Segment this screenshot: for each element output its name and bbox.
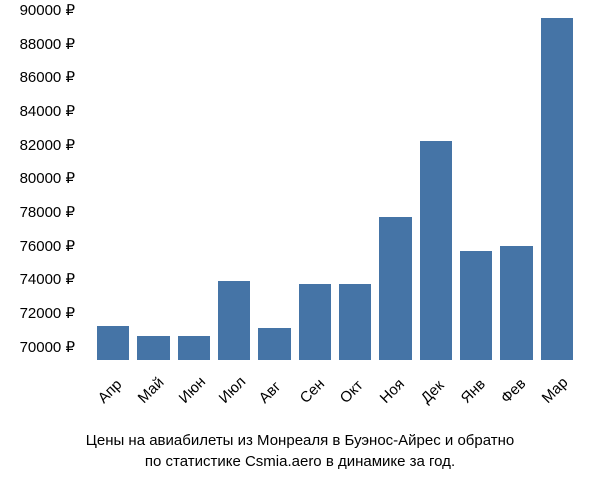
chart-caption: Цены на авиабилеты из Монреаля в Буэнос-… [0,430,600,472]
bar [339,284,371,360]
bar [218,281,250,360]
x-axis: АпрМайИюнИюлАвгСенОктНояДекЯнвФевМар [85,365,585,425]
bar [97,326,129,360]
bars-group [85,10,585,360]
y-tick-label: 74000 ₽ [20,270,75,288]
bar [420,141,452,360]
y-axis: 70000 ₽ 72000 ₽ 74000 ₽ 76000 ₽ 78000 ₽ 80000… [0,10,80,410]
bar [460,251,492,360]
y-tick-label: 90000 ₽ [20,1,75,19]
y-tick-label: 86000 ₽ [20,68,75,86]
y-tick-label: 84000 ₽ [20,102,75,120]
y-tick-label: 82000 ₽ [20,136,75,154]
caption-line-1: Цены на авиабилеты из Монреаля в Буэнос-… [0,430,600,451]
bar [178,336,210,360]
y-tick-label: 78000 ₽ [20,203,75,221]
bar [299,284,331,360]
y-tick-label: 70000 ₽ [20,338,75,356]
plot-area [85,10,585,360]
bar [500,246,532,360]
bar [137,336,169,360]
y-tick-label: 80000 ₽ [20,169,75,187]
bar [541,18,573,360]
y-tick-label: 76000 ₽ [20,237,75,255]
y-tick-label: 72000 ₽ [20,304,75,322]
bar [258,328,290,360]
y-tick-label: 88000 ₽ [20,35,75,53]
bar [379,217,411,360]
caption-line-2: по статистике Csmia.aero в динамике за г… [0,451,600,472]
price-chart: 70000 ₽ 72000 ₽ 74000 ₽ 76000 ₽ 78000 ₽ 80000… [0,0,600,500]
